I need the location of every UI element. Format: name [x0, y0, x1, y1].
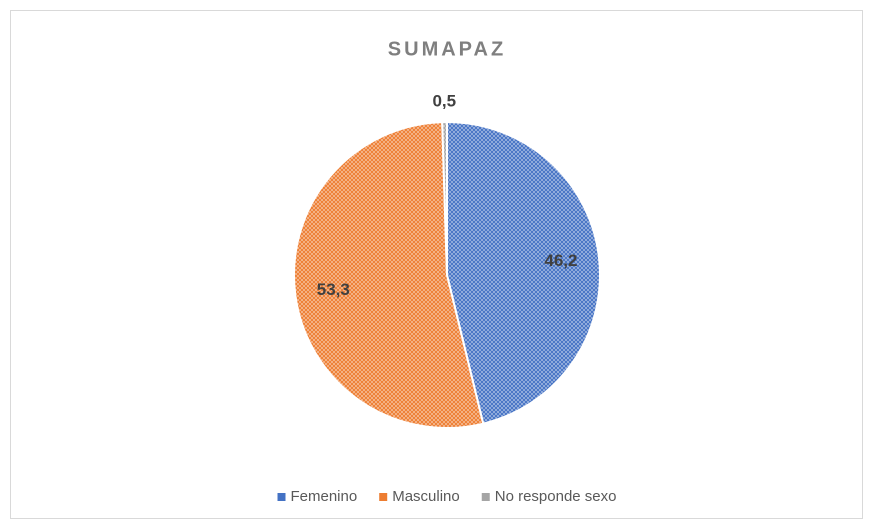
- legend-label: No responde sexo: [495, 488, 617, 505]
- legend-label: Masculino: [392, 488, 460, 505]
- data-label: 46,2: [544, 251, 577, 270]
- data-label: 0,5: [432, 92, 456, 111]
- legend-label: Femenino: [291, 488, 358, 505]
- pie-slice: [293, 121, 485, 429]
- pie-slice: [446, 120, 601, 425]
- legend-swatch: [481, 493, 490, 501]
- pie-slice: [441, 120, 448, 276]
- chart-title: SUMAPAZ: [388, 38, 506, 60]
- data-label: 53,3: [317, 280, 350, 299]
- legend-swatch: [379, 493, 388, 501]
- legend-swatch: [277, 493, 286, 501]
- legend: Femenino Masculino No responde sexo: [277, 488, 617, 505]
